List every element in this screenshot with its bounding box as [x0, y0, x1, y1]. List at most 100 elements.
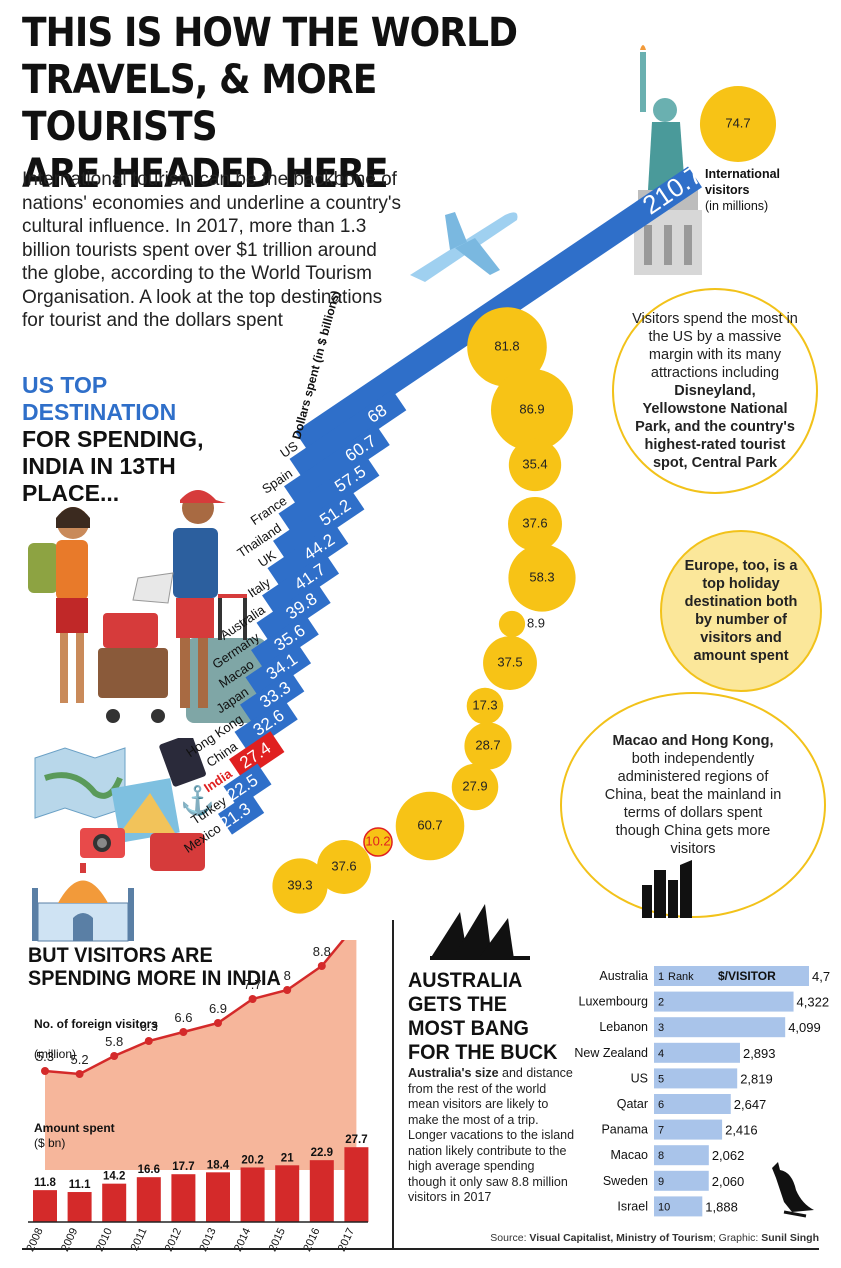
visitor-circle: [395, 791, 465, 861]
spend-bar: [206, 1172, 230, 1222]
rank-number: 5: [658, 1073, 664, 1085]
spend-per-visitor-table: Australia 1 Rank $/VISITOR 4,734 Luxembourg 2 4…: [574, 966, 830, 1217]
spend-series-label: Amount spent: [34, 1121, 115, 1135]
australia-description: Australia's size and distance from the r…: [408, 1066, 576, 1206]
opera-house-icon: [430, 904, 530, 960]
bar-value-label: 210.7: [637, 159, 708, 220]
vertical-divider: [392, 920, 394, 1250]
australia-title: AUSTRALIA GETS THE MOST BANG FOR THE BUC…: [408, 968, 558, 1064]
australia-description-text: and distance from the rest of the world …: [408, 1066, 575, 1204]
visitors-value-label: 5.3: [36, 1049, 54, 1064]
bar-spain: [289, 389, 407, 480]
rank-bar: [654, 1170, 709, 1191]
value-label: 2,819: [740, 1071, 773, 1086]
svg-text:⚓: ⚓: [180, 784, 215, 817]
europe-callout: Europe, too, is a top holiday destinatio…: [660, 530, 822, 692]
visitors-value-label: 6.9: [209, 1001, 227, 1016]
country-label: New Zealand: [574, 1046, 648, 1060]
value-label: 2,647: [734, 1097, 767, 1112]
visitor-circle: [508, 438, 562, 492]
visitor-value-label: 37.6: [522, 515, 547, 530]
visitors-point: [110, 1052, 119, 1060]
visitor-circle: [363, 827, 393, 857]
country-label: Qatar: [617, 1097, 648, 1111]
bar-uk: [273, 488, 365, 562]
rank-number: 9: [658, 1176, 664, 1188]
bar-mexico: [218, 792, 265, 835]
visitor-circle: [464, 722, 512, 770]
visitors-value-label: 5.2: [71, 1052, 89, 1067]
visitor-circle: [498, 610, 526, 638]
kangaroo-icon: [772, 1162, 814, 1218]
bar-australia: [262, 552, 340, 617]
us-callout-plain: Visitors spend the most in the US by a m…: [632, 311, 798, 381]
graphic-label: ; Graphic:: [712, 1232, 762, 1244]
visitor-circle: [467, 307, 547, 387]
spend-value-label: 14.2: [103, 1171, 125, 1183]
visitors-point: [179, 1028, 188, 1036]
visitors-point: [283, 986, 292, 994]
visitors-value-label: 8.8: [313, 944, 331, 959]
rank-number: 7: [658, 1125, 664, 1137]
india-trend-chart: 5.35.25.86.36.66.97.788.810.2No. of fore…: [24, 940, 369, 1253]
visitor-value-label: 58.3: [529, 569, 554, 584]
visitor-circle: [490, 368, 574, 452]
headline-line-1: THIS IS HOW THE WORLD: [22, 10, 518, 56]
visitors-value-label: 6.6: [174, 1010, 192, 1025]
visitor-circle: [317, 840, 371, 894]
visitors-series-label: No. of foreign visitors: [34, 1017, 158, 1031]
category-label: Mexico: [181, 820, 224, 855]
value-label: 2,416: [725, 1123, 758, 1138]
spend-bar: [309, 1160, 334, 1222]
visitor-value-label: 28.7: [475, 737, 500, 752]
visitor-value-label: 17.3: [472, 697, 497, 712]
visitors-point: [41, 1067, 49, 1075]
macao-callout: Macao and Hong Kong, both independently …: [560, 692, 826, 918]
bar-china: [234, 698, 298, 753]
rank-number: 3: [658, 1022, 664, 1034]
macao-callout-bold: Macao and Hong Kong,: [612, 733, 774, 749]
bar-macao: [251, 613, 319, 671]
rank-bar: [654, 1119, 723, 1140]
country-label: Israel: [617, 1199, 648, 1213]
rank-number: 8: [658, 1150, 664, 1162]
spend-bar: [240, 1167, 265, 1222]
section1-title-blue: US TOP DESTINATION: [22, 372, 177, 425]
country-label: US: [631, 1071, 648, 1085]
skyline-icon: [642, 860, 692, 918]
rank-number: 10: [658, 1201, 670, 1213]
spend-value-label: 18.4: [207, 1159, 230, 1171]
spend-value-label: 20.2: [241, 1154, 263, 1166]
visitors-point: [248, 995, 257, 1003]
visitor-value-label: 8.9: [527, 615, 545, 630]
spend-bar: [344, 1147, 369, 1222]
rank-bar: [654, 966, 809, 986]
visitors-line: [44, 940, 345, 1076]
visitor-value-label: 74.7: [725, 115, 750, 130]
graphic-value: Sunil Singh: [761, 1232, 819, 1244]
rank-number: 1: [658, 971, 664, 983]
us-callout: Visitors spend the most in the US by a m…: [612, 288, 818, 494]
visitor-value-label: 81.8: [494, 338, 519, 353]
spend-value-label: 21: [281, 1152, 294, 1164]
spend-value-label: 22.9: [311, 1147, 333, 1159]
visitors-value-label: 7.7: [244, 977, 262, 992]
visitor-circle: [483, 636, 537, 690]
visitor-value-label: 37.6: [331, 858, 356, 873]
spend-value-label: 11.8: [34, 1177, 56, 1189]
us-callout-bold: Disneyland, Yellowstone National Park, a…: [635, 383, 795, 471]
visitor-circle: [508, 544, 576, 612]
visitor-value-label: 10.2: [365, 833, 390, 848]
legend-label-line-1: International: [705, 167, 780, 181]
rank-bar: [654, 1145, 709, 1166]
value-label: 1,888: [705, 1199, 738, 1214]
visitor-value-label: 86.9: [519, 401, 544, 416]
visitors-point: [75, 1070, 84, 1078]
country-label: Sweden: [603, 1174, 648, 1188]
value-label: 2,062: [712, 1148, 745, 1163]
taj-mahal-illustration: [32, 863, 134, 942]
visitors-value-label: 8: [284, 968, 291, 983]
macao-callout-plain: both independently administered regions …: [604, 751, 782, 857]
visitor-circle: [451, 763, 499, 811]
source-line: Source: Visual Capitalist, Ministry of T…: [490, 1232, 819, 1244]
